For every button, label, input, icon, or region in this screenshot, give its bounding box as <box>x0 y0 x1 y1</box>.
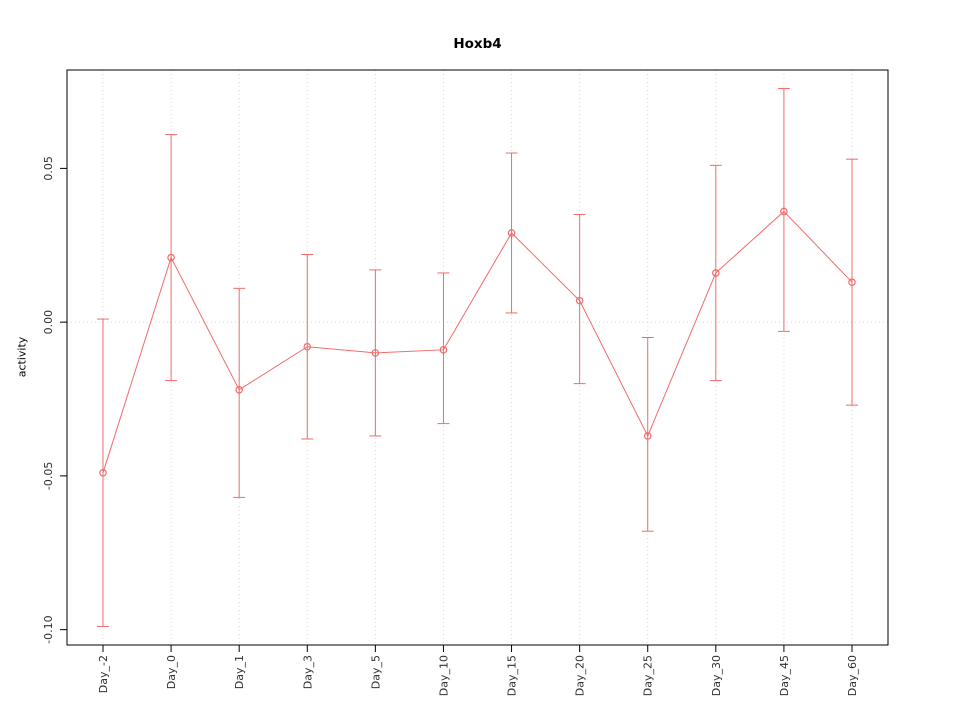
x-tick-label: Day_25 <box>642 655 655 696</box>
x-tick-label: Day_1 <box>233 655 246 689</box>
x-tick-label: Day_45 <box>778 655 791 696</box>
plot-border <box>66 69 889 646</box>
data-point <box>575 296 584 305</box>
data-point <box>303 342 312 351</box>
y-tick-label: 0.05 <box>42 156 55 181</box>
y-tick-label: 0.00 <box>42 310 55 335</box>
chart-title: Hoxb4 <box>453 36 502 52</box>
x-tick-label: Day_-2 <box>97 655 110 693</box>
y-tick-label: -0.10 <box>42 615 55 643</box>
x-tick-label: Day_10 <box>437 655 450 696</box>
x-tick-label: Day_15 <box>506 655 519 696</box>
data-point <box>99 469 107 477</box>
x-tick-label: Day_3 <box>301 655 314 689</box>
x-tick-label: Day_30 <box>710 655 723 696</box>
data-point <box>712 269 720 277</box>
series-line <box>102 210 853 473</box>
data-point <box>439 346 448 354</box>
x-tick-label: Day_5 <box>369 655 382 689</box>
data-point <box>235 385 243 394</box>
x-tick-label: Day_0 <box>165 655 178 689</box>
data-point <box>507 229 516 237</box>
x-tick-label: Day_20 <box>574 655 587 696</box>
data-point <box>167 253 175 262</box>
data-point <box>848 278 856 286</box>
data-point <box>371 349 380 357</box>
data-point <box>780 207 788 216</box>
y-tick-label: -0.05 <box>42 462 55 490</box>
x-tick-label: Day_60 <box>846 655 859 696</box>
data-point <box>643 432 652 440</box>
